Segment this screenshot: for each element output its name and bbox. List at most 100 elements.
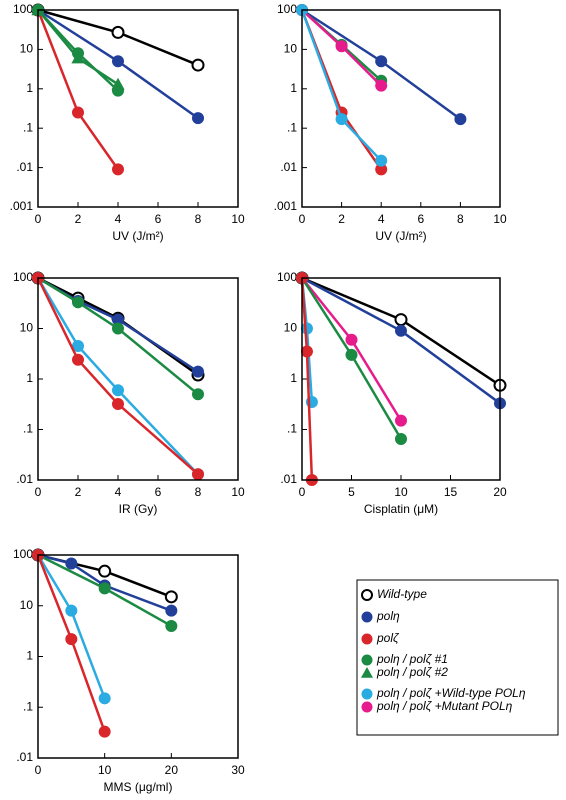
- marker-circle: [112, 55, 124, 68]
- marker-circle: [98, 692, 111, 705]
- series-line: [36, 554, 106, 699]
- y-tick-label: 100: [13, 2, 33, 16]
- y-tick-label: .1: [23, 422, 33, 436]
- x-tick-label: 8: [195, 212, 202, 226]
- x-tick-label: 0: [35, 763, 42, 777]
- marker-open-circle: [361, 589, 373, 601]
- marker-circle: [72, 296, 84, 309]
- marker-circle: [300, 345, 313, 358]
- series-line: [37, 553, 172, 612]
- y-tick-label: .1: [287, 120, 297, 134]
- y-tick-label: 100: [277, 2, 297, 16]
- y-tick-label: 10: [284, 321, 298, 335]
- marker-open-circle: [164, 590, 178, 604]
- y-tick-label: 100: [13, 270, 33, 284]
- x-tick-label: 8: [195, 485, 202, 499]
- y-tick-label: .1: [23, 120, 33, 134]
- x-tick-label: 2: [338, 212, 345, 226]
- x-tick-label: 15: [444, 485, 458, 499]
- marker-circle: [112, 384, 124, 397]
- marker-circle: [395, 324, 407, 337]
- marker-circle: [395, 414, 407, 427]
- marker-circle: [345, 333, 358, 346]
- marker-circle: [192, 388, 204, 401]
- x-tick-label: 0: [299, 212, 306, 226]
- y-tick-label: 10: [20, 598, 34, 612]
- series-line: [36, 277, 199, 476]
- marker-circle: [375, 79, 388, 92]
- x-tick-label: 30: [231, 763, 245, 777]
- marker-circle: [361, 654, 373, 666]
- x-axis-title: Cisplatin (μM): [364, 502, 438, 516]
- marker-circle: [98, 582, 111, 595]
- y-tick-label: 1: [290, 371, 297, 385]
- marker-circle: [335, 40, 348, 53]
- marker-circle: [361, 611, 373, 623]
- x-axis-title: UV (J/m²): [112, 229, 163, 243]
- y-tick-label: 100: [277, 270, 297, 284]
- marker-circle: [192, 468, 204, 481]
- x-tick-label: 0: [35, 485, 42, 499]
- marker-circle: [335, 113, 348, 126]
- legend-label: polη: [376, 609, 400, 623]
- x-axis-title: UV (J/m²): [375, 229, 426, 243]
- marker-open-circle: [191, 58, 205, 72]
- marker-circle: [98, 725, 111, 738]
- y-tick-label: .01: [16, 472, 33, 486]
- marker-circle: [72, 353, 84, 366]
- y-tick-label: .01: [280, 160, 297, 174]
- marker-circle: [165, 619, 178, 632]
- marker-circle: [395, 432, 407, 445]
- marker-circle: [454, 113, 467, 126]
- legend-label: polη / polζ #2: [376, 665, 448, 679]
- x-tick-label: 10: [231, 212, 245, 226]
- marker-open-circle: [98, 564, 112, 578]
- x-tick-label: 5: [348, 485, 355, 499]
- plot-frame: [37, 554, 239, 759]
- x-tick-label: 0: [35, 212, 42, 226]
- legend-box: [356, 579, 559, 736]
- marker-circle: [192, 112, 204, 125]
- marker-circle: [361, 688, 373, 700]
- x-tick-label: 20: [165, 763, 179, 777]
- plot-frame: [301, 9, 501, 208]
- x-tick-label: 6: [417, 212, 424, 226]
- x-tick-label: 2: [75, 485, 82, 499]
- marker-triangle: [71, 51, 85, 64]
- marker-circle: [65, 633, 78, 646]
- marker-open-circle: [111, 25, 125, 39]
- y-tick-label: 100: [13, 547, 33, 561]
- marker-triangle: [111, 77, 125, 90]
- marker-circle: [72, 106, 84, 119]
- x-tick-label: 10: [98, 763, 112, 777]
- x-tick-label: 0: [299, 485, 306, 499]
- y-tick-label: 10: [20, 321, 34, 335]
- y-tick-label: 1: [26, 649, 33, 663]
- y-tick-label: .001: [10, 199, 34, 213]
- legend-label: polη / polζ +Wild-type POLη: [376, 686, 526, 700]
- plot-frame: [37, 9, 239, 208]
- y-tick-label: .1: [287, 422, 297, 436]
- legend-label: Wild-type: [377, 587, 427, 601]
- series-line: [300, 9, 383, 162]
- plot-frame: [301, 277, 501, 481]
- y-tick-label: .001: [274, 199, 298, 213]
- marker-circle: [65, 557, 78, 570]
- y-tick-label: 10: [284, 42, 298, 56]
- x-tick-label: 10: [493, 212, 507, 226]
- y-tick-label: 10: [20, 42, 34, 56]
- x-tick-label: 10: [394, 485, 408, 499]
- y-tick-label: .01: [16, 750, 33, 764]
- x-tick-label: 4: [378, 212, 385, 226]
- x-tick-label: 8: [457, 212, 464, 226]
- marker-circle: [375, 154, 388, 167]
- y-tick-label: .01: [16, 160, 33, 174]
- series-line: [36, 9, 120, 171]
- series-line: [37, 276, 199, 396]
- marker-circle: [300, 322, 313, 335]
- series-line: [36, 277, 199, 476]
- marker-circle: [345, 348, 358, 361]
- y-tick-label: .1: [23, 699, 33, 713]
- marker-circle: [361, 633, 373, 645]
